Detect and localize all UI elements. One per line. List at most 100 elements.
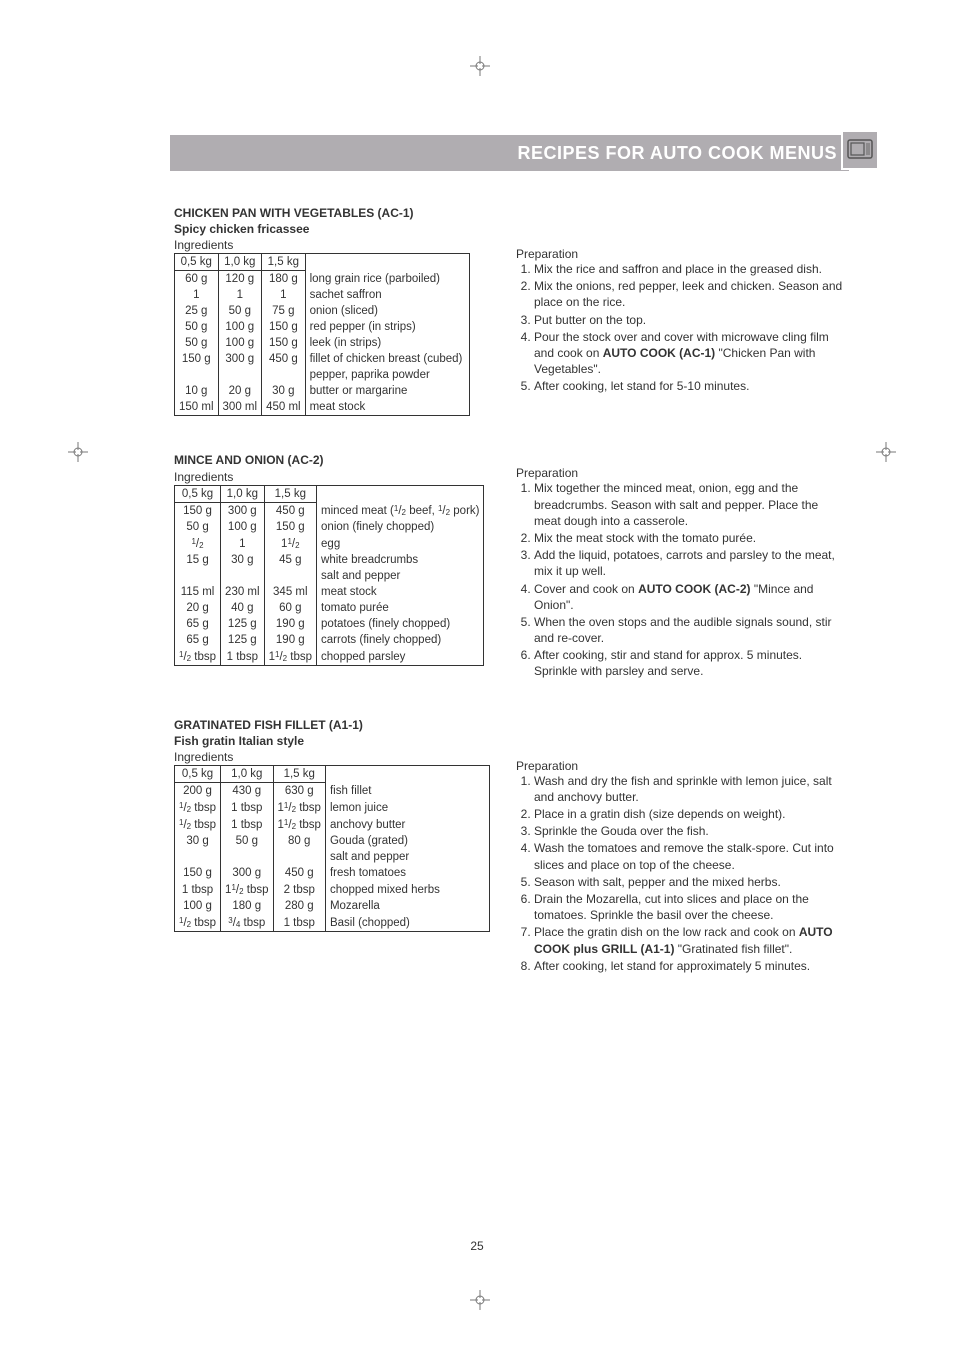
table-cell: 180 g — [262, 271, 306, 288]
table-cell: 450 ml — [262, 399, 306, 416]
table-cell: 10 g — [175, 383, 219, 399]
table-cell: 1/2 tbsp — [175, 799, 221, 816]
table-cell: 65 g — [175, 632, 221, 648]
table-header: 0,5 kg — [175, 254, 219, 271]
table-cell: onion (sliced) — [305, 303, 469, 319]
recipe-3: GRATINATED FISH FILLET (A1-1) Fish grati… — [174, 717, 846, 975]
table-cell: 1 tbsp — [221, 816, 273, 833]
table-cell: 60 g — [175, 271, 219, 288]
table-cell: 150 g — [264, 519, 316, 535]
table-cell: 65 g — [175, 616, 221, 632]
table-cell: 80 g — [273, 833, 325, 849]
table-cell: 30 g — [221, 552, 265, 568]
table-cell: 30 g — [262, 383, 306, 399]
table-cell: 20 g — [218, 383, 262, 399]
table-cell: anchovy butter — [325, 816, 489, 833]
table-cell: tomato purée — [317, 600, 484, 616]
table-cell — [262, 367, 306, 383]
table-cell: 1 — [175, 287, 219, 303]
table-cell: 150 g — [262, 319, 306, 335]
prep-step: Mix the onions, red pepper, leek and chi… — [534, 278, 846, 310]
table-cell: 75 g — [262, 303, 306, 319]
table-header: 1,5 kg — [262, 254, 306, 271]
table-cell: 200 g — [175, 783, 221, 800]
table-cell: 11/2 — [264, 535, 316, 552]
prep-step: Mix the meat stock with the tomato purée… — [534, 530, 846, 546]
prep-step: Add the liquid, potatoes, carrots and pa… — [534, 547, 846, 579]
prep-step: Place in a gratin dish (size depends on … — [534, 806, 846, 822]
table-cell: 60 g — [264, 600, 316, 616]
table-cell: red pepper (in strips) — [305, 319, 469, 335]
table-cell: 150 g — [175, 351, 219, 367]
table-cell: 100 g — [218, 319, 262, 335]
table-cell: 300 g — [221, 502, 265, 519]
prep-step: Pour the stock over and cover with micro… — [534, 329, 846, 378]
recipe2-prep-label: Preparation — [516, 466, 846, 480]
table-cell: 125 g — [221, 616, 265, 632]
table-header: 1,0 kg — [221, 766, 273, 783]
table-cell: 180 g — [221, 898, 273, 914]
section-header-title: RECIPES FOR AUTO COOK MENUS — [517, 143, 837, 164]
table-cell: chopped parsley — [317, 648, 484, 666]
table-cell: 1/2 tbsp — [175, 648, 221, 666]
table-cell: white breadcrumbs — [317, 552, 484, 568]
table-cell: sachet saffron — [305, 287, 469, 303]
table-cell — [175, 367, 219, 383]
recipe3-prep-list: Wash and dry the fish and sprinkle with … — [516, 773, 846, 974]
table-cell: 450 g — [264, 502, 316, 519]
table-cell: Mozarella — [325, 898, 489, 914]
crop-mark-bottom — [470, 1290, 490, 1315]
table-cell: 230 ml — [221, 584, 265, 600]
table-cell: 100 g — [218, 335, 262, 351]
table-header: 1,5 kg — [273, 766, 325, 783]
table-cell: 120 g — [218, 271, 262, 288]
table-cell: 50 g — [221, 833, 273, 849]
table-cell: 50 g — [175, 519, 221, 535]
table-cell: 2 tbsp — [273, 881, 325, 898]
table-cell: 1 tbsp — [273, 914, 325, 932]
prep-step: After cooking, let stand for approximate… — [534, 958, 846, 974]
prep-step: Sprinkle the Gouda over the fish. — [534, 823, 846, 839]
table-cell — [175, 849, 221, 865]
table-cell: 1 — [221, 535, 265, 552]
table-header — [317, 485, 484, 502]
recipe3-ingredients-label: Ingredients — [174, 750, 488, 764]
page-content: CHICKEN PAN WITH VEGETABLES (AC-1) Spicy… — [174, 205, 846, 1011]
table-cell: meat stock — [317, 584, 484, 600]
prep-step: Wash and dry the fish and sprinkle with … — [534, 773, 846, 805]
table-cell: 630 g — [273, 783, 325, 800]
table-header: 1,5 kg — [264, 485, 316, 502]
table-cell: 190 g — [264, 616, 316, 632]
table-cell: 150 ml — [175, 399, 219, 416]
prep-step: After cooking, stir and stand for approx… — [534, 647, 846, 679]
table-cell: salt and pepper — [317, 568, 484, 584]
recipe3-ingredients-table: 0,5 kg1,0 kg1,5 kg 200 g430 g630 gfish f… — [174, 765, 490, 932]
table-cell: potatoes (finely chopped) — [317, 616, 484, 632]
recipe2-ingredients-label: Ingredients — [174, 470, 488, 484]
table-cell: 300 g — [218, 351, 262, 367]
table-cell: 150 g — [175, 502, 221, 519]
recipe2-ingredients-table: 0,5 kg1,0 kg1,5 kg 150 g300 g450 gminced… — [174, 485, 484, 667]
table-cell: Gouda (grated) — [325, 833, 489, 849]
table-cell: 100 g — [175, 898, 221, 914]
table-cell: 300 ml — [218, 399, 262, 416]
table-cell: egg — [317, 535, 484, 552]
table-cell: 1/2 — [175, 535, 221, 552]
table-cell: 1/2 tbsp — [175, 816, 221, 833]
table-cell: 25 g — [175, 303, 219, 319]
table-cell: fresh tomatoes — [325, 865, 489, 881]
table-cell: onion (finely chopped) — [317, 519, 484, 535]
recipe1-prep-label: Preparation — [516, 247, 846, 261]
recipe2-prep-list: Mix together the minced meat, onion, egg… — [516, 480, 846, 679]
table-cell: 15 g — [175, 552, 221, 568]
microwave-icon — [841, 130, 879, 170]
table-cell: butter or margarine — [305, 383, 469, 399]
table-cell: 1 tbsp — [175, 881, 221, 898]
table-header: 1,0 kg — [221, 485, 265, 502]
table-cell: 345 ml — [264, 584, 316, 600]
recipe3-title: GRATINATED FISH FILLET (A1-1) — [174, 717, 488, 733]
table-cell: 40 g — [221, 600, 265, 616]
table-cell: 3/4 tbsp — [221, 914, 273, 932]
table-cell: 450 g — [273, 865, 325, 881]
table-cell: 190 g — [264, 632, 316, 648]
